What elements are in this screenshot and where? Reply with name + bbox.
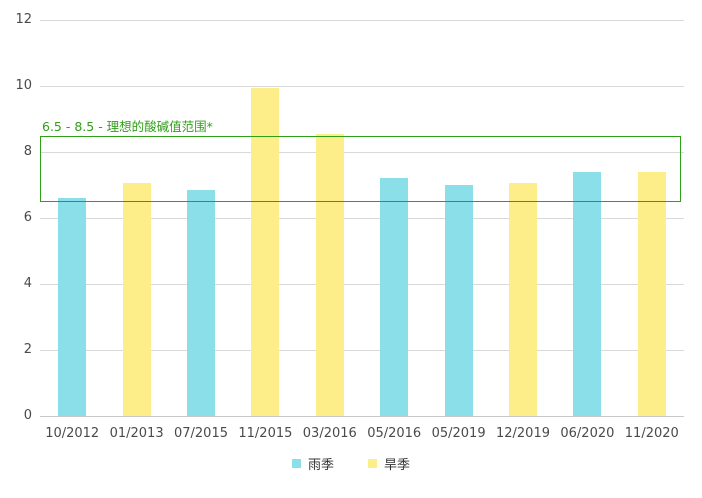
x-axis-label-05-2019: 05/2019: [431, 426, 486, 441]
legend-label: 雨季: [307, 458, 334, 473]
legend-swatch-icon: [291, 459, 301, 468]
gridline-8: [40, 151, 684, 153]
gridline-2: [40, 349, 684, 351]
legend-swatch-icon: [368, 459, 377, 468]
x-axis-label-07-2015: 07/2015: [173, 426, 228, 441]
bar-雨季-06-2020: [573, 171, 602, 416]
x-axis-label-06-2020: 06/2020: [560, 426, 615, 441]
legend-item-雨季[interactable]: 雨季: [291, 454, 334, 473]
y-tick-label-10: 10: [15, 78, 32, 93]
gridline-6: [40, 217, 684, 219]
gridline-10: [40, 85, 684, 87]
ideal-ph-range-label: 6.5 - 8.5 - 理想的酸碱值范围*: [42, 119, 213, 134]
x-axis-label-11-2020: 11/2020: [624, 426, 679, 441]
bar-雨季-05-2019: [444, 185, 473, 416]
gridline-4: [40, 283, 684, 285]
bar-旱季-12-2019: [509, 183, 537, 416]
y-tick-label-4: 4: [23, 276, 32, 291]
legend-label: 旱季: [384, 458, 411, 473]
bar-雨季-07-2015: [187, 189, 215, 416]
x-axis-label-11-2015: 11/2015: [238, 426, 293, 441]
x-axis-label-12-2019: 12/2019: [495, 426, 550, 441]
x-axis-label-03-2016: 03/2016: [302, 426, 357, 441]
legend-item-旱季[interactable]: 旱季: [368, 454, 410, 473]
x-axis-label-05-2016: 05/2016: [367, 426, 422, 441]
y-tick-label-12: 12: [15, 12, 32, 27]
chart-legend: 雨季 旱季: [0, 454, 702, 473]
x-axis-label-01-2013: 01/2013: [109, 426, 164, 441]
bar-旱季-03-2016: [315, 133, 344, 416]
y-tick-label-6: 6: [23, 210, 32, 225]
x-axis-label-10-2012: 10/2012: [45, 426, 100, 441]
bar-雨季-05-2016: [380, 178, 409, 416]
y-tick-label-8: 8: [23, 144, 32, 159]
y-tick-label-2: 2: [23, 342, 32, 357]
ideal-ph-range-box: [40, 135, 681, 202]
gridline-12: [40, 19, 684, 21]
y-tick-label-0: 0: [23, 408, 32, 423]
bar-旱季-01-2013: [122, 183, 151, 416]
bar-旱季-11-2020: [637, 171, 666, 416]
gridline-0: [40, 415, 684, 417]
bar-旱季-11-2015: [251, 87, 280, 416]
bar-雨季-10-2012: [58, 198, 87, 416]
